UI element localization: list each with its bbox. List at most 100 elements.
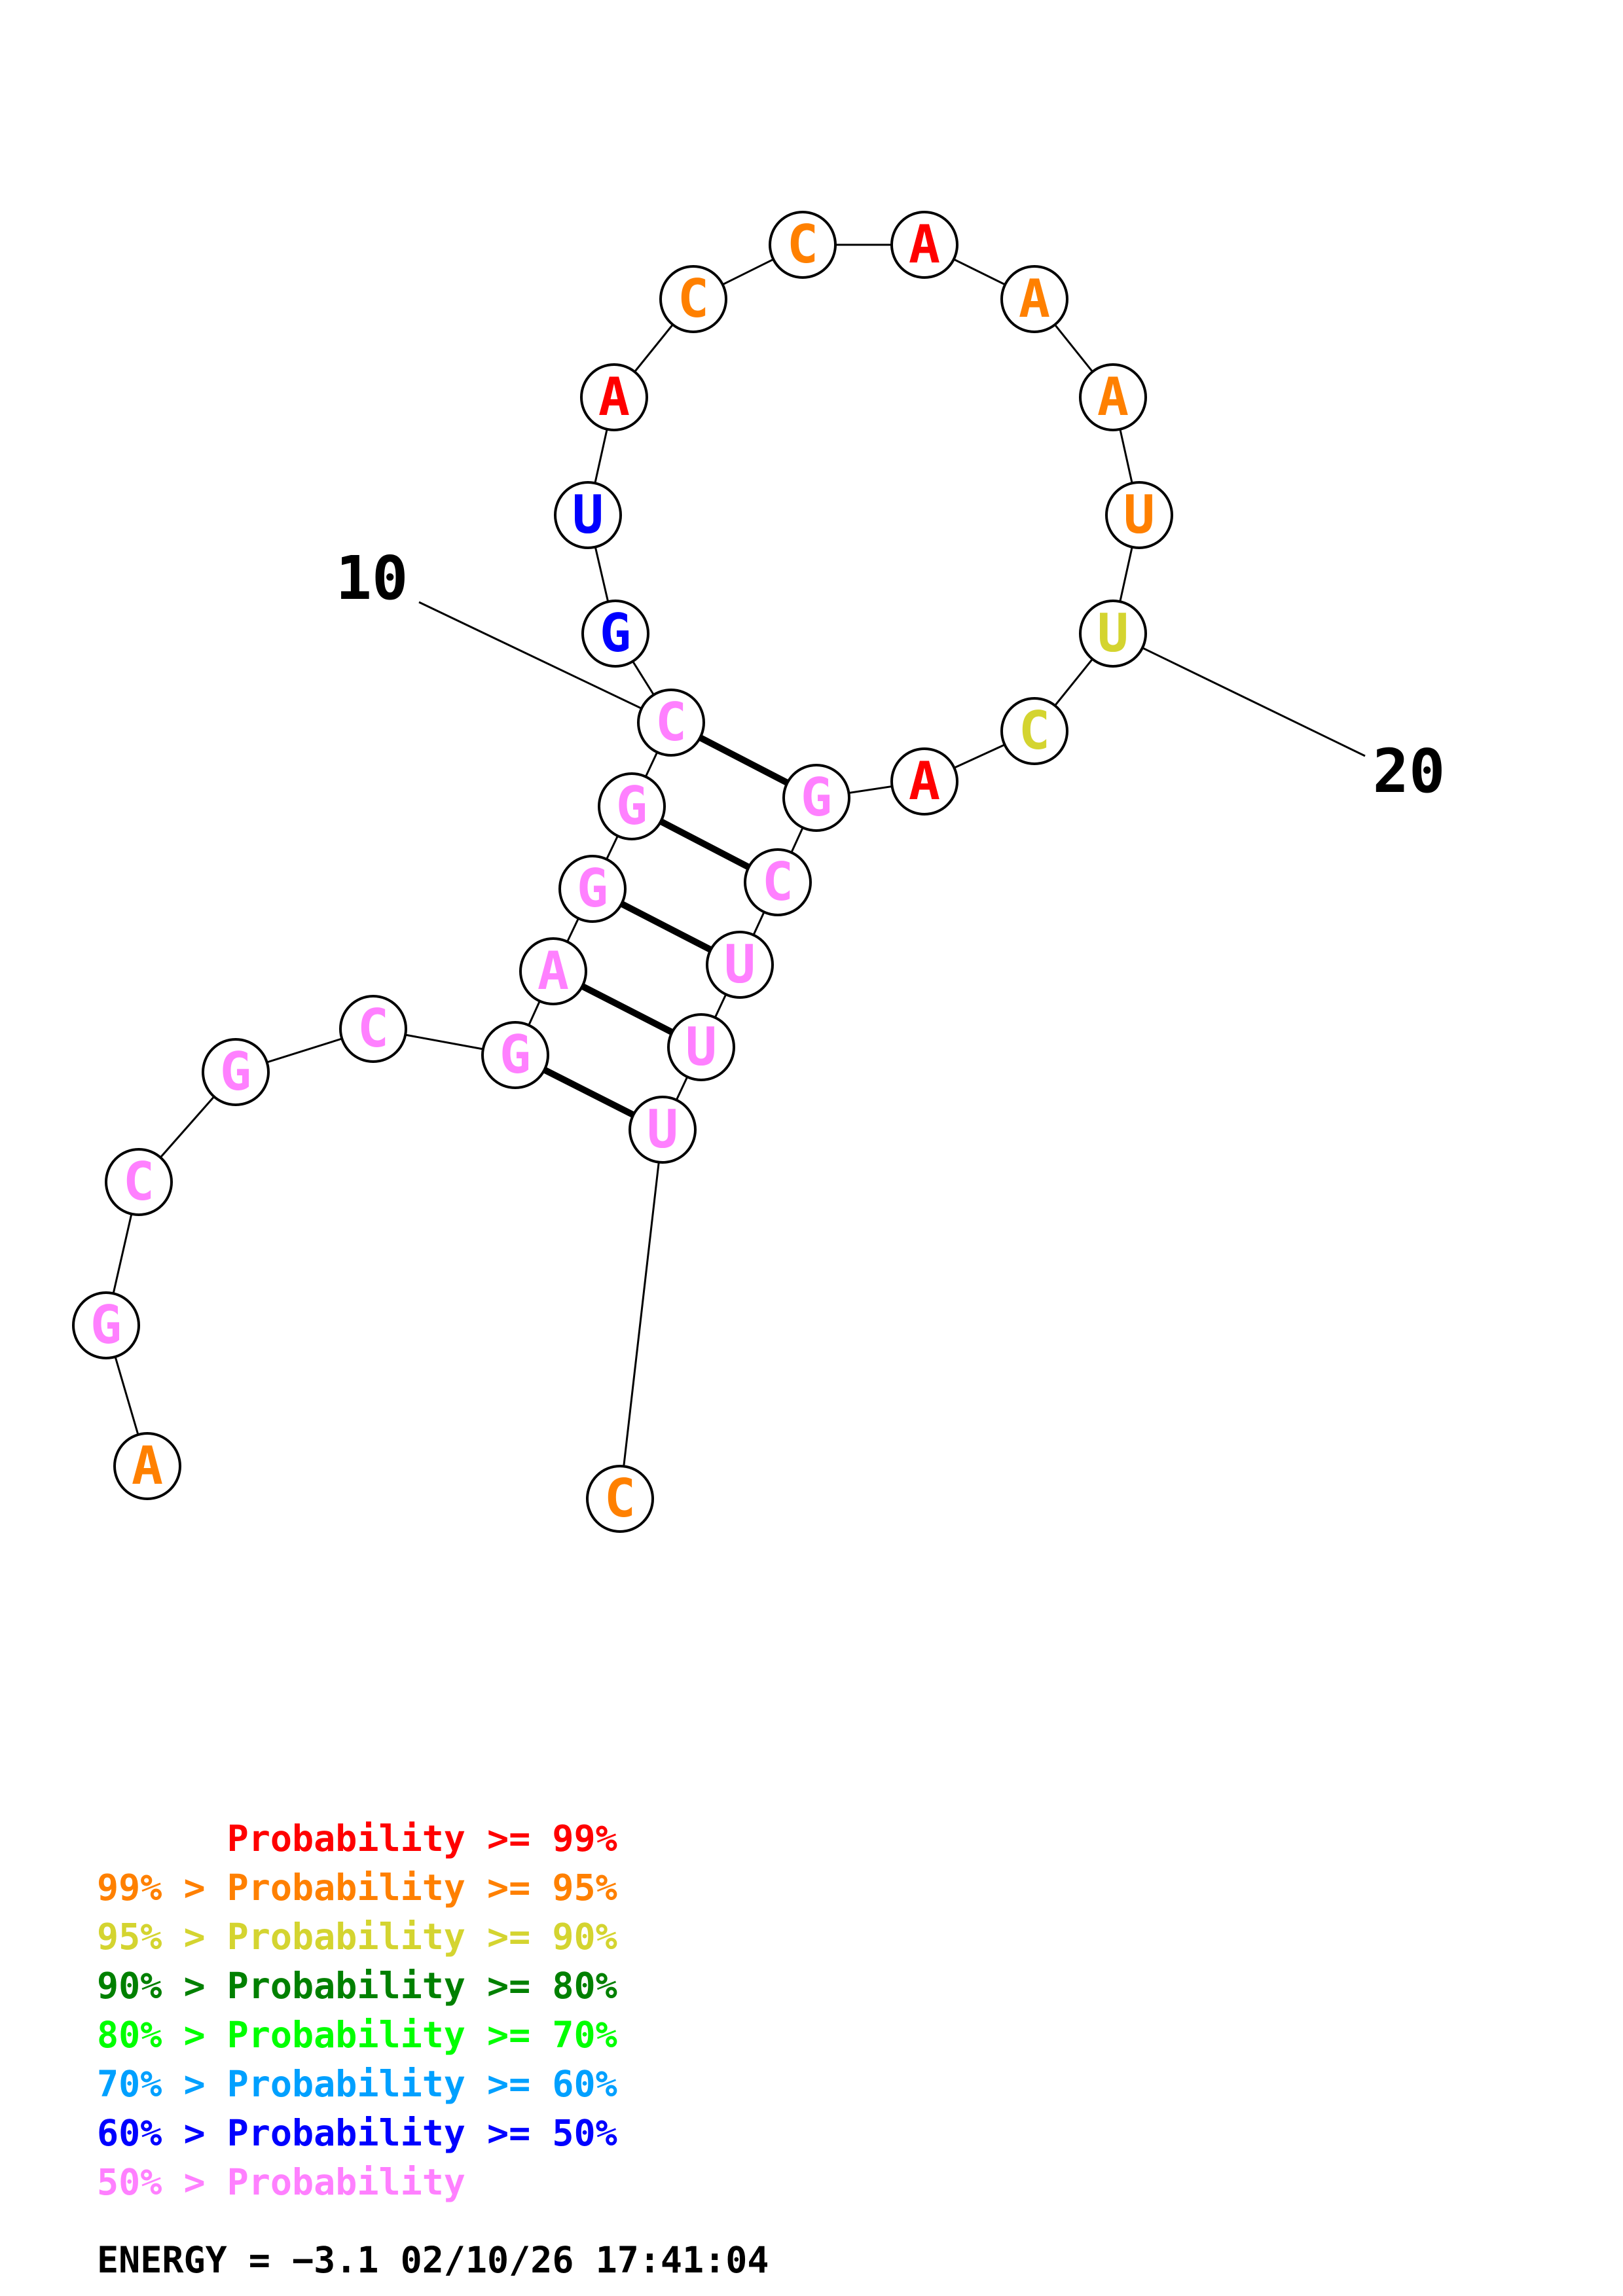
nucleotide-2: G <box>72 1291 140 1359</box>
nucleotide-4: G <box>202 1038 270 1106</box>
nucleotide-27: U <box>629 1096 697 1164</box>
nucleotide-letter: A <box>909 751 940 812</box>
nucleotide-circle <box>586 1465 654 1533</box>
position-label: 20 <box>1373 736 1446 806</box>
nucleotide-circle <box>1079 363 1147 431</box>
nucleotide-letter: G <box>801 767 832 828</box>
nucleotide-7: A <box>519 937 587 1005</box>
nucleotide-circle <box>481 1021 549 1089</box>
nucleotide-18: A <box>1079 363 1147 431</box>
legend-item: 50% > Probability <box>97 2161 465 2203</box>
nucleotide-circle <box>637 689 705 757</box>
nucleotide-circle <box>72 1291 140 1359</box>
nucleotide-letter: U <box>647 1099 678 1160</box>
nucleotide-16: A <box>890 211 958 279</box>
nucleotide-circle <box>580 363 648 431</box>
nucleotide-letter: G <box>600 603 631 664</box>
nucleotide-circle <box>581 600 649 668</box>
nucleotide-14: C <box>659 265 727 333</box>
nucleotide-1: A <box>113 1432 181 1500</box>
nucleotide-circle <box>659 265 727 333</box>
nucleotide-circle <box>113 1432 181 1500</box>
nucleotide-17: A <box>1000 265 1068 333</box>
nucleotide-15: C <box>769 211 837 279</box>
nucleotide-letter: A <box>132 1435 163 1496</box>
nucleotide-circle <box>1000 265 1068 333</box>
nucleotide-letter: U <box>1097 603 1129 664</box>
nucleotide-circle <box>202 1038 270 1106</box>
nucleotide-8: G <box>558 855 627 923</box>
nucleotide-letter: C <box>1019 700 1050 761</box>
nucleotide-circle <box>890 211 958 279</box>
nucleotide-letter: G <box>220 1041 251 1102</box>
legend-item: 70% > Probability >= 60% <box>97 2063 617 2105</box>
nucleotide-25: U <box>706 931 774 999</box>
nucleotide-letter: A <box>1019 268 1050 329</box>
nucleotide-circle <box>706 931 774 999</box>
nucleotide-12: U <box>554 481 622 549</box>
nucleotide-9: G <box>598 772 666 840</box>
nucleotide-23: G <box>782 764 850 832</box>
nucleotide-letter: U <box>1123 484 1155 545</box>
nucleotide-letter: U <box>685 1016 717 1077</box>
nucleotide-3: C <box>105 1148 173 1216</box>
nucleotide-circle <box>629 1096 697 1164</box>
backbone-lines <box>105 243 1140 1499</box>
nucleotide-circle <box>598 772 666 840</box>
nucleotide-circle <box>769 211 837 279</box>
position-label-line <box>418 601 672 724</box>
probability-legend: Probability >= 99% 99% > Probability >= 9… <box>97 1818 617 2203</box>
nucleotide-letter: G <box>500 1024 531 1085</box>
nucleotide-letter: U <box>724 934 756 995</box>
nucleotide-21: C <box>1000 697 1068 765</box>
nucleotide-10: C <box>637 689 705 757</box>
legend-item: Probability >= 99% <box>97 1818 617 1859</box>
nucleotide-letter: A <box>538 941 569 1001</box>
nucleotide-letter: C <box>357 998 389 1059</box>
nucleotide-letter: A <box>1097 367 1129 427</box>
nucleotide-circle <box>554 481 622 549</box>
nucleotide-circle <box>519 937 587 1005</box>
base-pair-bonds <box>513 719 818 1133</box>
position-label: 10 <box>336 543 409 613</box>
nucleotide-circle <box>1000 697 1068 765</box>
legend-item: 60% > Probability >= 50% <box>97 2112 617 2154</box>
nucleotide-6: G <box>481 1021 549 1089</box>
nucleotide-19: U <box>1105 481 1173 549</box>
nucleotide-letter: C <box>604 1468 636 1529</box>
nucleotide-circle <box>782 764 850 832</box>
legend-item: 99% > Probability >= 95% <box>97 1867 617 1909</box>
position-label-line <box>1112 632 1366 757</box>
nucleotide-13: A <box>580 363 648 431</box>
nucleotide-circle <box>339 995 407 1063</box>
nucleotide-22: A <box>890 747 958 816</box>
nucleotide-letter: A <box>598 367 630 427</box>
nucleotide-28: C <box>586 1465 654 1533</box>
nucleotide-20: U <box>1079 600 1147 668</box>
nucleotide-24: C <box>744 848 812 916</box>
nucleotide-circle <box>1105 481 1173 549</box>
nucleotide-letter: C <box>762 852 793 912</box>
nucleotide-letter: G <box>616 776 647 836</box>
nucleotide-circle <box>105 1148 173 1216</box>
nucleotide-letter: U <box>572 484 604 545</box>
legend-item: 95% > Probability >= 90% <box>97 1916 617 1958</box>
legend-item: 90% > Probability >= 80% <box>97 1965 617 2007</box>
nucleotide-letter: C <box>678 268 709 329</box>
nucleotide-letter: C <box>655 692 687 753</box>
position-label-lines <box>418 601 1366 757</box>
nucleotide-letter: G <box>577 858 608 919</box>
nucleotide-letter: C <box>123 1151 155 1212</box>
nucleotide-circle <box>890 747 958 816</box>
backbone-segment <box>619 1129 664 1499</box>
nucleotide-circle <box>744 848 812 916</box>
position-labels: 10 20 <box>336 543 1446 806</box>
nucleotide-circle <box>558 855 627 923</box>
nucleotide-11: G <box>581 600 649 668</box>
energy-footer: ENERGY = −3.1 02/10/26 17:41:04 <box>97 2239 769 2281</box>
nucleotide-circle <box>667 1013 735 1081</box>
nucleotide-circle <box>1079 600 1147 668</box>
nucleotide-letter: G <box>90 1295 122 1355</box>
